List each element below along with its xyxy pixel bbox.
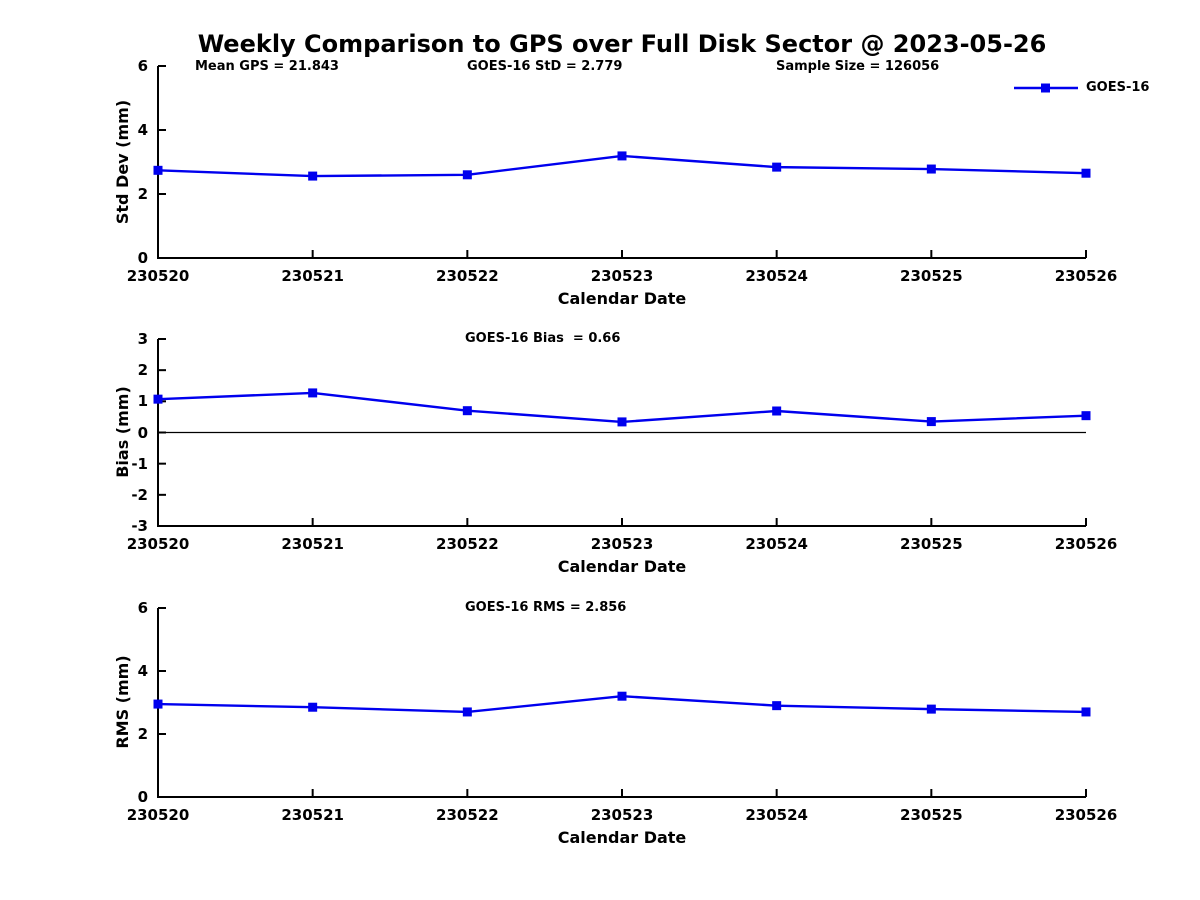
plot-area-bias (153, 338, 1091, 527)
data-point-marker (308, 171, 318, 181)
legend-line-sample (1014, 83, 1078, 92)
data-point-marker (462, 406, 472, 416)
x-tick-label: 230522 (436, 267, 499, 285)
x-tick-label: 230526 (1054, 535, 1118, 553)
x-axis-label-stddev: Calendar Date (557, 289, 687, 308)
legend-label: GOES-16 (1086, 80, 1150, 95)
legend-square-marker-icon (1041, 83, 1050, 92)
data-point-marker (617, 151, 627, 161)
y-tick-label: -2 (131, 485, 148, 504)
data-point-marker (772, 701, 782, 711)
annotation-mean-gps: Mean GPS = 21.843 (195, 59, 339, 74)
y-tick-label: 2 (137, 361, 148, 380)
data-point-marker (617, 691, 627, 701)
y-tick-label: 0 (137, 423, 148, 442)
data-point-marker (308, 702, 318, 712)
data-point-marker (926, 164, 936, 174)
annotation-sample-size: Sample Size = 126056 (776, 59, 940, 74)
data-point-marker (1081, 168, 1091, 178)
x-tick-label: 230521 (281, 535, 344, 553)
x-tick-label: 230525 (900, 806, 963, 824)
data-point-marker (153, 394, 163, 404)
x-tick-label: 230522 (436, 535, 499, 553)
data-point-marker (617, 417, 627, 427)
x-tick-label: 230525 (900, 267, 963, 285)
axis-lines (157, 66, 1086, 259)
x-tick-label: 230524 (745, 806, 808, 824)
annotation-goes16-rms: GOES-16 RMS = 2.856 (465, 600, 627, 615)
y-axis-label-rms: RMS (mm) (112, 655, 132, 749)
x-tick-label: 230525 (900, 535, 963, 553)
x-tick-label: 230520 (126, 535, 190, 553)
data-point-marker (462, 170, 472, 180)
annotation-goes16-std: GOES-16 StD = 2.779 (467, 59, 623, 74)
annotation-goes16-bias: GOES-16 Bias = 0.66 (465, 331, 621, 346)
y-tick-label: 4 (137, 121, 148, 139)
data-point-marker (1081, 707, 1091, 717)
x-tick-label: 230520 (126, 806, 190, 824)
data-point-marker (1081, 411, 1091, 421)
data-point-marker (153, 699, 163, 709)
x-tick-label: 230523 (590, 267, 654, 285)
x-tick-label: 230521 (281, 267, 344, 285)
x-axis-label-bias: Calendar Date (557, 557, 687, 576)
axis-lines (157, 608, 1086, 798)
y-tick-label: 4 (137, 662, 148, 680)
y-tick-label: 3 (137, 330, 148, 348)
x-axis-label-rms: Calendar Date (557, 828, 687, 847)
x-tick-label: 230523 (590, 806, 654, 824)
y-axis-label-stddev: Std Dev (mm) (112, 99, 132, 225)
y-tick-label: 6 (137, 599, 148, 617)
y-tick-label: 2 (137, 185, 148, 203)
data-point-marker (772, 162, 782, 172)
x-tick-label: 230526 (1054, 806, 1118, 824)
data-point-marker (926, 417, 936, 427)
y-tick-label: -1 (131, 454, 148, 473)
plot-area-rms (153, 607, 1091, 798)
x-tick-label: 230524 (745, 267, 808, 285)
data-point-marker (772, 406, 782, 416)
data-point-marker (462, 707, 472, 717)
y-tick-label: 0 (137, 249, 148, 267)
legend: GOES-16 (1014, 80, 1149, 95)
data-point-marker (153, 165, 163, 175)
y-tick-label: -3 (131, 517, 148, 535)
y-tick-label: 2 (137, 725, 148, 743)
x-tick-label: 230521 (281, 806, 344, 824)
page-title: Weekly Comparison to GPS over Full Disk … (197, 30, 1047, 58)
y-tick-label: 0 (137, 788, 148, 806)
data-point-marker (308, 388, 318, 398)
x-tick-label: 230526 (1054, 267, 1118, 285)
y-tick-label: 1 (137, 392, 148, 411)
x-tick-label: 230524 (745, 535, 808, 553)
x-tick-label: 230522 (436, 806, 499, 824)
plot-area-stddev (153, 65, 1091, 259)
x-tick-label: 230520 (126, 267, 190, 285)
x-tick-label: 230523 (590, 535, 654, 553)
y-tick-label: 6 (137, 57, 148, 75)
data-point-marker (926, 704, 936, 714)
